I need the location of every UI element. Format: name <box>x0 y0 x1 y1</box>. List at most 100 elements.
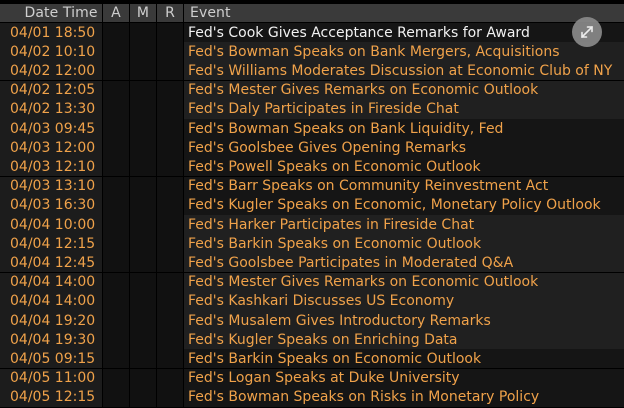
row-event: Fed's Bowman Speaks on Bank Liquidity, F… <box>184 119 624 138</box>
expand-button[interactable] <box>572 17 602 47</box>
row-m-flag <box>130 330 156 350</box>
table-header: Date Time A M R Event <box>0 4 624 22</box>
row-r-flag <box>157 215 183 234</box>
row-m-flag <box>130 80 156 100</box>
table-row[interactable]: 04/04 19:20 Fed's Musalem Gives Introduct… <box>0 311 624 330</box>
row-a-flag <box>103 253 129 273</box>
row-a-flag <box>103 42 129 62</box>
table-row[interactable]: 04/03 09:45 Fed's Bowman Speaks on Bank L… <box>0 119 624 138</box>
row-r-flag <box>157 368 183 388</box>
row-event: Fed's Daly Participates in Fireside Chat <box>184 99 624 119</box>
row-r-flag <box>157 291 183 311</box>
row-m-flag <box>130 99 156 119</box>
row-a-flag <box>103 311 129 330</box>
row-m-flag <box>130 23 156 42</box>
row-event: Fed's Barkin Speaks on Economic Outlook <box>184 234 624 254</box>
row-a-flag <box>103 368 129 388</box>
table-row[interactable]: 04/04 14:00 Fed's Mester Gives Remarks on… <box>0 272 624 292</box>
row-r-flag <box>157 80 183 100</box>
row-a-flag <box>103 215 129 234</box>
row-event: Fed's Kashkari Discusses US Economy <box>184 291 624 311</box>
row-event: Fed's Powell Speaks on Economic Outlook <box>184 157 624 177</box>
row-date-time: 04/04 10:00 <box>0 215 102 234</box>
row-m-flag <box>130 215 156 234</box>
row-m-flag <box>130 138 156 158</box>
row-r-flag <box>157 119 183 138</box>
row-date-time: 04/01 18:50 <box>0 23 102 42</box>
row-r-flag <box>157 195 183 215</box>
row-event: Fed's Musalem Gives Introductory Remarks <box>184 311 624 330</box>
row-m-flag <box>130 272 156 292</box>
table-row[interactable]: 04/04 12:15 Fed's Barkin Speaks on Econom… <box>0 234 624 254</box>
row-a-flag <box>103 387 129 407</box>
table-row[interactable]: 04/05 09:15 Fed's Barkin Speaks on Econom… <box>0 349 624 369</box>
row-m-flag <box>130 176 156 196</box>
table-row[interactable]: 04/04 14:00 Fed's Kashkari Discusses US E… <box>0 291 624 311</box>
row-r-flag <box>157 23 183 42</box>
row-event: Fed's Barkin Speaks on Economic Outlook <box>184 349 624 369</box>
row-a-flag <box>103 272 129 292</box>
header-date-time[interactable]: Date Time <box>0 4 102 22</box>
header-r[interactable]: R <box>157 4 183 22</box>
row-date-time: 04/02 12:00 <box>0 61 102 81</box>
row-date-time: 04/02 12:05 <box>0 80 102 100</box>
row-event: Fed's Bowman Speaks on Bank Mergers, Acq… <box>184 42 624 62</box>
row-m-flag <box>130 42 156 62</box>
row-date-time: 04/02 13:30 <box>0 99 102 119</box>
table-row[interactable]: 04/05 11:00 Fed's Logan Speaks at Duke Un… <box>0 368 624 388</box>
row-date-time: 04/04 12:15 <box>0 234 102 254</box>
row-date-time: 04/03 13:10 <box>0 176 102 196</box>
table-row[interactable]: 04/03 16:30 Fed's Kugler Speaks on Econom… <box>0 195 624 215</box>
table-row[interactable]: 04/03 13:10 Fed's Barr Speaks on Communit… <box>0 176 624 196</box>
table-row[interactable]: 04/04 12:45 Fed's Goolsbee Participates i… <box>0 253 624 273</box>
row-a-flag <box>103 80 129 100</box>
table-row[interactable]: 04/02 13:30 Fed's Daly Participates in Fi… <box>0 99 624 119</box>
row-r-flag <box>157 387 183 407</box>
row-date-time: 04/05 11:00 <box>0 368 102 388</box>
expand-arrows-icon <box>581 26 593 38</box>
row-m-flag <box>130 234 156 254</box>
row-m-flag <box>130 253 156 273</box>
row-r-flag <box>157 157 183 177</box>
row-event: Fed's Mester Gives Remarks on Economic O… <box>184 272 624 292</box>
header-m[interactable]: M <box>130 4 156 22</box>
row-date-time: 04/04 19:20 <box>0 311 102 330</box>
row-a-flag <box>103 234 129 254</box>
row-a-flag <box>103 330 129 350</box>
row-event: Fed's Goolsbee Gives Opening Remarks <box>184 138 624 158</box>
row-r-flag <box>157 253 183 273</box>
row-event: Fed's Bowman Speaks on Risks in Monetary… <box>184 387 624 407</box>
table-row[interactable]: 04/05 12:15 Fed's Bowman Speaks on Risks … <box>0 387 624 407</box>
header-a[interactable]: A <box>103 4 129 22</box>
table-row[interactable]: 04/04 10:00 Fed's Harker Participates in … <box>0 215 624 234</box>
row-date-time: 04/03 09:45 <box>0 119 102 138</box>
row-date-time: 04/04 12:45 <box>0 253 102 273</box>
row-event: Fed's Harker Participates in Fireside Ch… <box>184 215 624 234</box>
table-row[interactable]: 04/01 18:50 Fed's Cook Gives Acceptance R… <box>0 23 624 42</box>
row-r-flag <box>157 42 183 62</box>
row-m-flag <box>130 195 156 215</box>
row-m-flag <box>130 349 156 369</box>
row-date-time: 04/03 12:10 <box>0 157 102 177</box>
header-event[interactable]: Event <box>184 4 624 22</box>
row-date-time: 04/04 14:00 <box>0 272 102 292</box>
row-a-flag <box>103 119 129 138</box>
row-event: Fed's Williams Moderates Discussion at E… <box>184 61 624 81</box>
table-row[interactable]: 04/04 19:30 Fed's Kugler Speaks on Enrich… <box>0 330 624 350</box>
row-r-flag <box>157 61 183 81</box>
row-m-flag <box>130 61 156 81</box>
table-row[interactable]: 04/02 12:00 Fed's Williams Moderates Disc… <box>0 61 624 81</box>
table-row[interactable]: 04/03 12:00 Fed's Goolsbee Gives Opening … <box>0 138 624 158</box>
row-a-flag <box>103 99 129 119</box>
row-r-flag <box>157 176 183 196</box>
table-row[interactable]: 04/03 12:10 Fed's Powell Speaks on Econom… <box>0 157 624 177</box>
row-date-time: 04/03 12:00 <box>0 138 102 158</box>
row-a-flag <box>103 349 129 369</box>
row-r-flag <box>157 311 183 330</box>
table-row[interactable]: 04/02 12:05 Fed's Mester Gives Remarks on… <box>0 80 624 100</box>
row-a-flag <box>103 23 129 42</box>
row-date-time: 04/05 12:15 <box>0 387 102 407</box>
row-m-flag <box>130 368 156 388</box>
row-a-flag <box>103 195 129 215</box>
table-row[interactable]: 04/02 10:10 Fed's Bowman Speaks on Bank M… <box>0 42 624 62</box>
